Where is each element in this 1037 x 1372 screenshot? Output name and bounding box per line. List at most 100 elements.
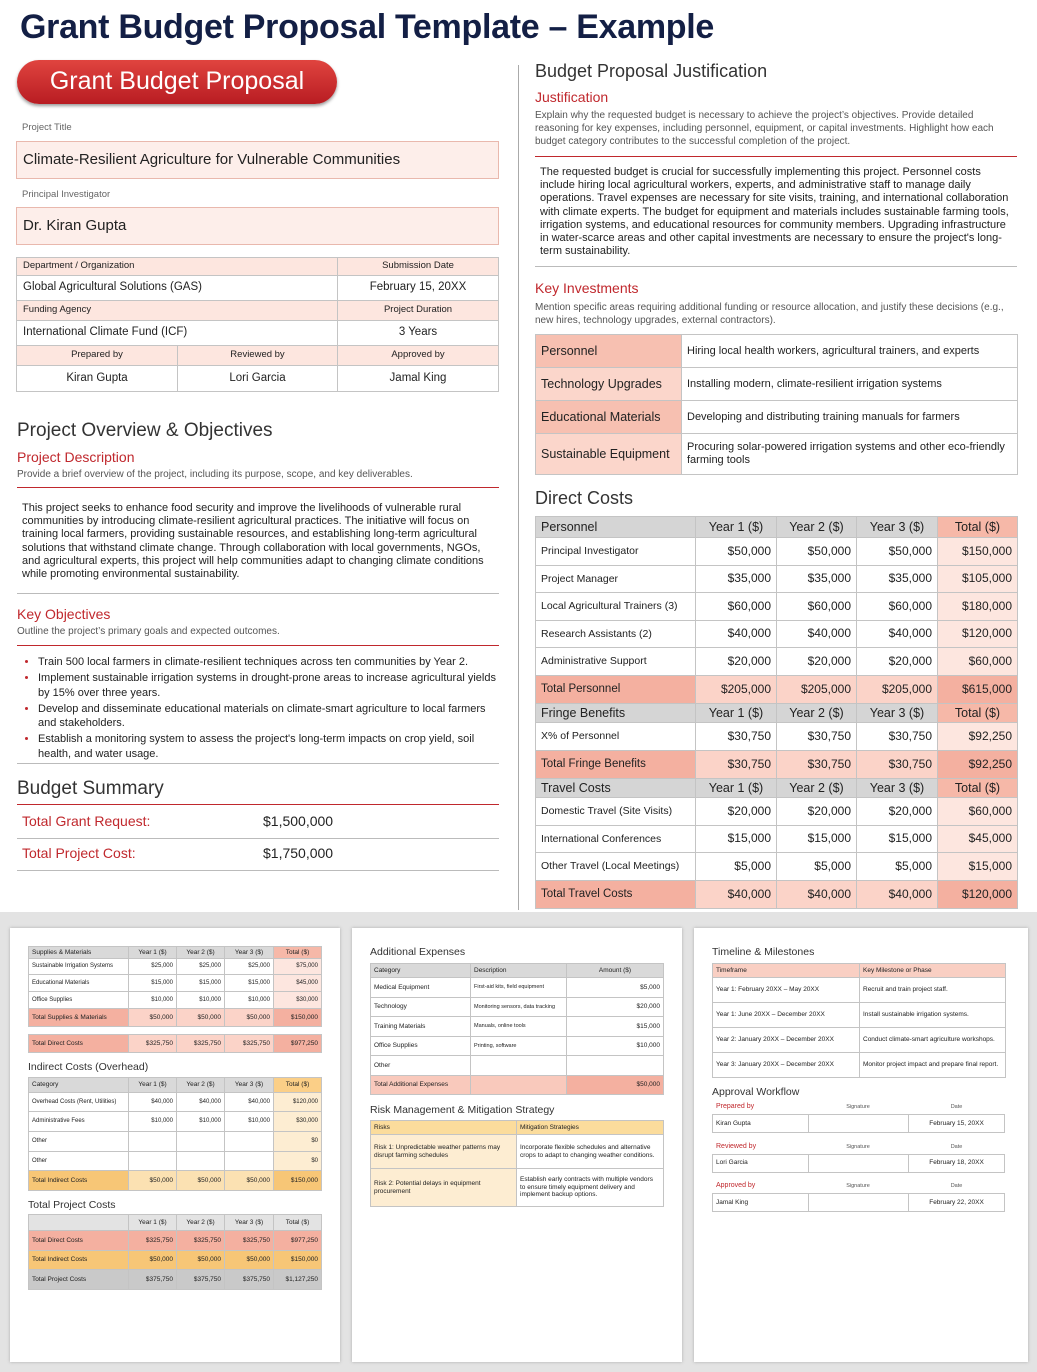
field-label: Project Title [22,122,72,133]
table-cell: Year 1: June 20XX – December 20XX [712,1002,860,1028]
table-cell: Monitoring sensors, data tracking [470,997,567,1017]
approval-date: February 22, 20XX [908,1193,1005,1212]
table-cell: $75,000 [273,958,322,975]
rule [17,870,499,871]
table-heading: Risk Management & Mitigation Strategy [370,1104,555,1116]
signature-box [808,1193,909,1212]
table-cell: Year 3 ($) [856,778,938,798]
table-cell: $30,000 [273,1111,322,1132]
table-cell: $325,750 [224,1230,274,1251]
table-cell: First-aid kits, field equipment [470,977,567,998]
table-cell: Total ($) [937,703,1018,723]
table-cell: Total Additional Expenses [370,1075,471,1095]
table-cell: $40,000 [776,880,857,909]
table-cell: $325,750 [176,1034,225,1053]
table-cell: Office Supplies [28,991,129,1009]
table-cell: Total ($) [273,1214,322,1231]
table-cell: Project Duration [337,300,499,321]
table-cell: Installing modern, climate-resilient irr… [681,367,1018,401]
summary-value: $1,500,000 [263,813,334,829]
table-cell: $50,000 [176,1008,225,1027]
table-cell: $180,000 [937,592,1018,621]
table-cell: Year 1 ($) [695,516,777,538]
approval-name: Kiran Gupta [712,1114,809,1133]
table-cell: $20,000 [776,647,857,676]
table-cell: $40,000 [695,620,777,648]
table-cell: Year 2 ($) [176,1077,225,1093]
table-cell: $325,750 [176,1230,225,1251]
section-heading: Project Overview & Objectives [17,420,273,441]
table-cell: $20,000 [856,647,938,676]
table-cell: Year 2: January 20XX – December 20XX [712,1027,860,1053]
table-cell: $10,000 [176,991,225,1009]
table-cell: $20,000 [695,647,777,676]
table-cell: Kiran Gupta [16,365,178,392]
table-cell: $205,000 [856,675,938,704]
table-cell: Year 3 ($) [856,516,938,538]
objective: Train 500 local farmers in climate-resil… [38,655,498,669]
badge [17,60,337,104]
rule [535,266,1017,267]
objective-list: Train 500 local farmers in climate-resil… [22,655,498,763]
table-cell: Total Indirect Costs [28,1250,129,1270]
note: Explain why the requested budget is nece… [535,110,994,147]
table-cell: $10,000 [566,1036,664,1056]
table-cell: $120,000 [937,880,1018,909]
table-cell: Prepared by [16,345,178,366]
table-cell: Other Travel (Local Meetings) [535,852,696,881]
table-cell: $30,750 [695,750,777,779]
table-cell: Year 2 ($) [776,516,857,538]
table-cell: Risk 2: Potential delays in equipment pr… [370,1168,517,1207]
field-label: Principal Investigator [22,189,111,200]
table-cell: Year 3 ($) [224,1077,274,1093]
table-cell: $10,000 [128,991,177,1009]
table-cell: Total ($) [937,516,1018,538]
signature-box [808,1114,909,1133]
approval-role: Prepared by [716,1103,755,1110]
rule [17,804,499,805]
table-cell: $150,000 [273,1008,322,1027]
section-heading: Budget Proposal Justification [535,61,768,81]
table-cell: Total Indirect Costs [28,1170,129,1191]
table-cell: Personnel [535,334,682,368]
table-cell: Total Project Costs [28,1269,129,1290]
table-cell: $40,000 [856,620,938,648]
table-cell: Administrative Support [535,647,696,676]
rule [535,156,1017,157]
note: Provide a brief overview of the project,… [17,469,413,480]
table-cell: $50,000 [224,1250,274,1270]
table-cell: Risks [370,1120,517,1135]
table-cell: $105,000 [937,565,1018,593]
approval-date: February 15, 20XX [908,1114,1005,1133]
table-cell: Total Travel Costs [535,880,696,909]
table-cell: $5,000 [856,852,938,881]
table-cell: $150,000 [273,1170,322,1191]
table-cell: $977,250 [273,1034,322,1053]
section-heading: Direct Costs [535,488,634,508]
table-cell: $50,000 [695,537,777,566]
table-cell: Procuring solar-powered irrigation syste… [681,433,1018,475]
table-cell: Department / Organization [16,257,338,276]
table-heading: Total Project Costs [28,1199,116,1211]
table-cell: Year 1 ($) [128,1077,177,1093]
approval-date: February 18, 20XX [908,1153,1005,1173]
rule [17,593,499,594]
table-cell: Manuals, online tools [470,1016,567,1037]
paragraph: The requested budget is crucial for succ… [540,166,1009,258]
table-cell [470,1075,567,1095]
table-cell: $15,000 [566,1016,664,1037]
table-cell: $10,000 [224,1111,274,1132]
table-cell: Other [28,1131,129,1152]
table-cell: Year 3 ($) [224,1214,274,1231]
table-cell: Educational Materials [535,400,682,434]
table-cell: $92,250 [937,750,1018,779]
table-cell: Project Manager [535,565,696,593]
table-cell: $60,000 [776,592,857,621]
table-cell: Category [28,1077,129,1093]
table-cell: $50,000 [176,1250,225,1270]
table-cell: $20,000 [856,797,938,826]
table-cell: $35,000 [856,565,938,593]
table-cell: $375,750 [128,1269,177,1290]
table-cell: $325,750 [128,1230,177,1251]
table-cell: Year 1 ($) [128,1214,177,1231]
